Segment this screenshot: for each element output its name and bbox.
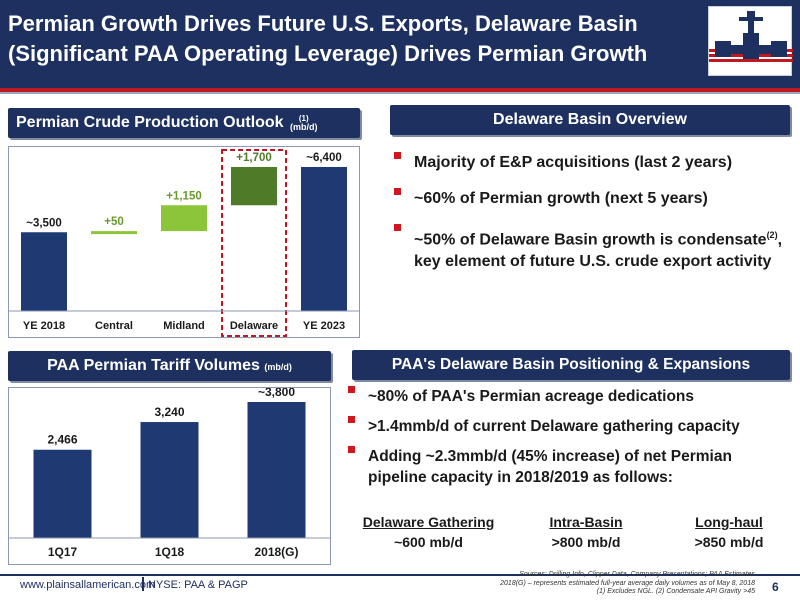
production-outlook-header: Permian Crude Production Outlook (1) (mb… (8, 108, 360, 138)
tariff-volumes-chart: 2,466 1Q17 3,240 1Q18 ~3,800 2018(G) (8, 385, 331, 565)
page-number: 6 (772, 580, 779, 594)
data-label: ~6,400 (306, 152, 342, 164)
capacity-label: Long-haul (695, 514, 763, 530)
list-item: Adding ~2.3mmb/d (45% increase) of net P… (346, 446, 794, 488)
list-item: ~50% of Delaware Basin growth is condens… (392, 224, 788, 273)
footer-ticker: NYSE: PAA & PAGP (148, 579, 248, 591)
capacity-label: Intra-Basin (549, 514, 623, 530)
capacity-column: Long-haul >850 mb/d (664, 512, 794, 552)
bar (247, 402, 306, 538)
production-outlook-title: Permian Crude Production Outlook (16, 114, 284, 131)
production-outlook-svg: ~3,500 YE 2018 +50 Central +1,150 Midland +1,7… (9, 149, 359, 337)
valve-logo-icon (709, 11, 793, 62)
bar (21, 232, 67, 311)
data-label: +1,150 (166, 190, 202, 202)
company-logo (708, 6, 793, 76)
footer-separator (142, 577, 144, 591)
tick-label: 2018(G) (254, 545, 298, 559)
tick-label: Midland (163, 320, 205, 332)
data-label: 2,466 (47, 433, 77, 447)
delaware-overview-title: Delaware Basin Overview (493, 111, 687, 128)
highlight-box (221, 149, 287, 337)
title-line-2: (Significant PAA Operating Leverage) Dri… (8, 41, 648, 66)
data-label: ~3,500 (26, 217, 62, 229)
tick-label: 1Q17 (48, 545, 78, 559)
positioning-title: PAA's Delaware Basin Positioning & Expan… (391, 356, 751, 373)
footer-divider (0, 574, 800, 576)
bar (231, 167, 277, 206)
data-label: +1,700 (236, 152, 272, 164)
footer-website-link[interactable]: www.plainsallamerican.com (20, 579, 156, 591)
list-item: >1.4mmb/d of current Delaware gathering … (346, 416, 794, 437)
tariff-volumes-unit: (mb/d) (264, 362, 292, 372)
delaware-overview-list: Majority of E&P acquisitions (last 2 yea… (392, 152, 788, 273)
tick-label: YE 2018 (23, 320, 65, 332)
footer-sources: Sources: Drilling Info, Clipper Data, Co… (500, 571, 755, 595)
positioning-list: ~80% of PAA's Permian acreage dedication… (346, 386, 794, 488)
data-label: 3,240 (154, 405, 184, 419)
bar (161, 205, 207, 232)
tariff-volumes-title: PAA Permian Tariff Volumes (47, 357, 260, 374)
tick-label: 1Q18 (155, 545, 185, 559)
production-outlook-chart: ~3,500 YE 2018 +50 Central +1,150 Midland +1,7… (8, 146, 360, 338)
tariff-volumes-header: PAA Permian Tariff Volumes (mb/d) (8, 351, 331, 381)
title-divider-grey (0, 92, 800, 94)
data-label: ~3,800 (258, 388, 295, 399)
page-title: Permian Growth Drives Future U.S. Export… (8, 9, 688, 69)
title-line-1: Permian Growth Drives Future U.S. Export… (8, 11, 638, 36)
bar (91, 231, 137, 235)
condensate-footnote: (2) (766, 230, 778, 240)
title-divider-red (0, 88, 800, 92)
list-item: ~80% of PAA's Permian acreage dedication… (346, 386, 794, 407)
tick-label: Delaware (230, 320, 278, 332)
capacity-column: Delaware Gathering ~600 mb/d (346, 512, 511, 552)
list-item: Majority of E&P acquisitions (last 2 yea… (392, 152, 788, 174)
tick-label: YE 2023 (303, 320, 345, 332)
positioning-header: PAA's Delaware Basin Positioning & Expan… (352, 350, 790, 380)
capacity-table: Delaware Gathering ~600 mb/d Intra-Basin… (346, 512, 794, 558)
tick-label: Central (95, 320, 133, 332)
capacity-value: >800 mb/d (551, 534, 621, 550)
tariff-volumes-svg: 2,466 1Q17 3,240 1Q18 ~3,800 2018(G) (9, 385, 330, 559)
production-outlook-unit: (mb/d) (290, 121, 318, 132)
bar (301, 167, 347, 311)
production-outlook-footnote: (1) (298, 113, 309, 123)
data-label: +50 (104, 216, 124, 228)
list-item: ~60% of Permian growth (next 5 years) (392, 188, 788, 210)
delaware-overview-header: Delaware Basin Overview (390, 105, 790, 135)
capacity-value: ~600 mb/d (394, 534, 463, 550)
capacity-column: Intra-Basin >800 mb/d (521, 512, 651, 552)
bar (33, 449, 92, 538)
title-bar: Permian Growth Drives Future U.S. Export… (0, 0, 800, 88)
bar (140, 422, 199, 538)
capacity-value: >850 mb/d (694, 534, 764, 550)
capacity-label: Delaware Gathering (362, 514, 495, 530)
